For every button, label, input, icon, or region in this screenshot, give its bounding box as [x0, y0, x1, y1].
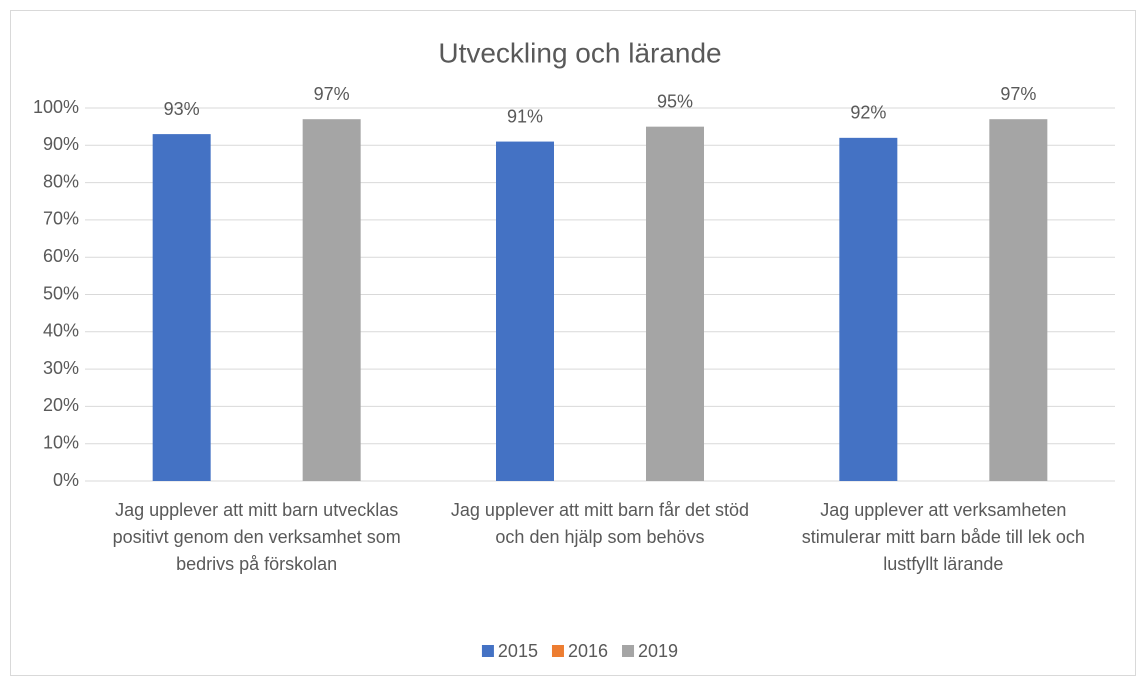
chart-title: Utveckling och lärande — [438, 37, 721, 68]
y-tick-label: 60% — [43, 246, 79, 266]
data-label: 91% — [507, 106, 543, 126]
x-tick-label: Jag upplever att verksamheten stimulerar… — [801, 500, 1085, 574]
data-label: 97% — [314, 84, 350, 104]
y-tick-label: 40% — [43, 321, 79, 341]
legend-label: 2015 — [498, 641, 538, 661]
y-tick-label: 90% — [43, 134, 79, 154]
bar — [496, 141, 554, 481]
y-tick-label: 80% — [43, 171, 79, 191]
x-tick-label: Jag upplever att mitt barn får det stöd … — [450, 500, 750, 547]
bar — [989, 119, 1048, 481]
y-tick-label: 70% — [43, 209, 79, 229]
x-tick-label: Jag upplever att mitt barn utvecklas pos… — [112, 500, 401, 574]
legend-swatch — [551, 645, 564, 657]
data-label: 93% — [164, 99, 200, 119]
y-tick-label: 0% — [53, 470, 79, 490]
y-tick-label: 100% — [33, 97, 79, 117]
data-label: 92% — [850, 103, 886, 123]
bar — [302, 119, 361, 481]
data-label: 95% — [657, 91, 693, 111]
legend-label: 2016 — [568, 641, 608, 661]
y-tick-label: 50% — [43, 283, 79, 303]
data-label: 97% — [1000, 84, 1036, 104]
legend-swatch — [622, 645, 635, 657]
y-tick-label: 10% — [43, 432, 79, 452]
y-tick-label: 30% — [43, 358, 79, 378]
legend-label: 2019 — [638, 641, 678, 661]
bar — [646, 126, 704, 482]
legend-swatch — [481, 645, 494, 657]
y-tick-label: 20% — [43, 395, 79, 415]
bar — [839, 137, 898, 481]
bar — [152, 134, 211, 482]
